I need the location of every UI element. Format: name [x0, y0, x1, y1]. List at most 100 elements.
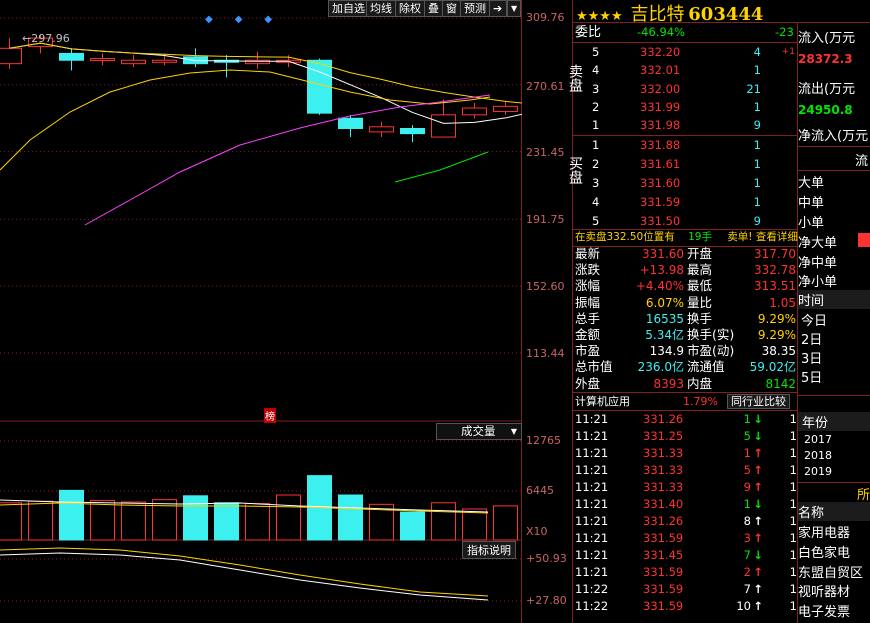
- concept-item[interactable]: 视听器材: [798, 585, 851, 601]
- tick-row[interactable]: 11:21 331.33 1 ↑ 1: [575, 445, 797, 462]
- ask-row[interactable]: 1 331.98 9: [592, 117, 797, 134]
- price-tick: 231.45: [526, 146, 565, 159]
- price-tick: 309.76: [526, 11, 565, 24]
- arrow-up-icon: ↑: [753, 565, 763, 579]
- volume-bar[interactable]: [152, 499, 177, 541]
- quote-value: 331.60: [642, 247, 684, 261]
- tick-row[interactable]: 11:21 331.33 5 ↑ 1: [575, 462, 797, 479]
- volume-bar[interactable]: [276, 494, 301, 541]
- tick-row[interactable]: 11:21 331.59 2 ↑ 1: [575, 564, 797, 581]
- volume-bar[interactable]: [90, 499, 115, 541]
- kline-chart[interactable]: [0, 0, 522, 623]
- tick-row[interactable]: 11:21 331.45 7 ↓ 1: [575, 547, 797, 564]
- order-size-label: 中单: [798, 196, 825, 211]
- industry-name[interactable]: 计算机应用: [575, 395, 630, 408]
- ask-row[interactable]: 2 331.99 1: [592, 99, 797, 116]
- tick-row[interactable]: 11:21 331.26 8 ↑ 1: [575, 513, 797, 530]
- tick-time: 11:21: [575, 412, 609, 426]
- ma60-line: [84, 94, 491, 226]
- period-item[interactable]: 3日: [801, 352, 823, 367]
- volume-bar[interactable]: [400, 511, 425, 541]
- bid-row[interactable]: 1 331.88 1: [592, 137, 797, 154]
- forecast-button[interactable]: 预测: [460, 0, 490, 17]
- tick-row[interactable]: 11:21 331.26 1 ↓ 1: [575, 411, 797, 428]
- candle-body[interactable]: [493, 105, 518, 112]
- price-tick: 113.44: [526, 347, 565, 360]
- tick-volume: 5: [743, 429, 751, 443]
- candle-body[interactable]: [0, 47, 22, 65]
- concept-item[interactable]: 白色家电: [798, 545, 851, 561]
- order-size-label: 小单: [798, 216, 825, 231]
- candle-body[interactable]: [400, 128, 425, 135]
- candle-body[interactable]: [369, 126, 394, 133]
- concept-item[interactable]: 东盟自贸区: [798, 565, 864, 581]
- arrow-down-icon: ↓: [753, 412, 763, 426]
- volume-bar[interactable]: [59, 489, 84, 541]
- volume-bar[interactable]: [0, 502, 22, 541]
- tick-volume: 2: [743, 565, 751, 579]
- volume-bar[interactable]: [431, 502, 456, 541]
- tick-price: 331.59: [643, 582, 684, 596]
- volume-bar[interactable]: [493, 505, 518, 541]
- bid-row[interactable]: 2 331.61 1: [592, 156, 797, 173]
- sell-label: 卖盘: [567, 64, 583, 92]
- volume-bar[interactable]: [121, 501, 146, 541]
- outflow-value: 24950.8: [798, 103, 853, 117]
- ask-row[interactable]: 4 332.01 1: [592, 62, 797, 79]
- tick-row[interactable]: 11:22 331.59 10 ↑ 1: [575, 598, 797, 615]
- ma-button[interactable]: 均线: [366, 0, 396, 17]
- price-tick: 191.75: [526, 213, 565, 226]
- add-watchlist-button[interactable]: 加自选: [328, 0, 369, 17]
- tick-row[interactable]: 11:22 331.59 7 ↑ 1: [575, 581, 797, 598]
- period-item[interactable]: 2日: [801, 333, 823, 348]
- tick-row[interactable]: 11:21 331.25 5 ↓ 1: [575, 428, 797, 445]
- candle-body[interactable]: [431, 114, 456, 138]
- tick-row[interactable]: 11:21 331.33 9 ↑ 1: [575, 479, 797, 496]
- quote-label: 流通值: [687, 359, 725, 375]
- arrow-down-icon: ↓: [753, 429, 763, 443]
- bid-row[interactable]: 4 331.59 1: [592, 194, 797, 211]
- bid-row[interactable]: 5 331.50 9: [592, 213, 797, 230]
- pin-icon[interactable]: ➔: [489, 0, 507, 17]
- inflow-label: 流入(万元: [798, 31, 856, 46]
- concept-item[interactable]: 家用电器: [798, 526, 851, 541]
- ask-price: 332.00: [640, 81, 681, 96]
- overlay-button[interactable]: 叠: [424, 0, 443, 17]
- ask-volume: 4: [753, 45, 761, 59]
- volume-bar[interactable]: [462, 508, 487, 541]
- ask-row[interactable]: 5 332.20 4 +1: [592, 44, 797, 61]
- quote-value: 38.35: [761, 344, 796, 359]
- volume-bar[interactable]: [214, 502, 239, 541]
- big-order-notice[interactable]: 在卖盘332.50位置有 19手 卖单! 查看详细: [575, 231, 798, 243]
- volume-bar[interactable]: [28, 500, 53, 541]
- industry-compare-button[interactable]: 同行业比较: [727, 394, 790, 409]
- candle-body[interactable]: [90, 58, 115, 62]
- dropdown-icon[interactable]: ▼: [507, 0, 521, 17]
- quote-label: 换手: [687, 310, 713, 326]
- candle-body[interactable]: [338, 117, 363, 130]
- tick-row[interactable]: 11:21 331.40 1 ↓ 1: [575, 496, 797, 513]
- candle-body[interactable]: [28, 37, 53, 48]
- rank-badge[interactable]: 榜: [264, 408, 276, 423]
- ask-row[interactable]: 3 332.00 21: [592, 81, 797, 98]
- candle-body[interactable]: [152, 59, 177, 63]
- stock-code: 603444: [688, 4, 764, 25]
- volume-bar[interactable]: [338, 494, 363, 541]
- candle-body[interactable]: [59, 52, 84, 61]
- tick-price: 331.26: [643, 514, 684, 528]
- candle-body[interactable]: [121, 59, 146, 65]
- exright-button[interactable]: 除权: [395, 0, 425, 17]
- volume-bar[interactable]: [183, 495, 208, 541]
- window-button[interactable]: 窗: [442, 0, 461, 17]
- indicator-help-button[interactable]: 指标说明: [462, 541, 516, 559]
- candle-body[interactable]: [245, 59, 270, 65]
- volume-bar[interactable]: [245, 503, 270, 541]
- concept-item[interactable]: 电子发票: [798, 605, 851, 621]
- volume-selector[interactable]: 成交量 ▼: [436, 423, 522, 440]
- candle-body[interactable]: [462, 107, 487, 116]
- period-item[interactable]: 今日: [801, 314, 828, 329]
- period-item[interactable]: 5日: [801, 371, 823, 386]
- tick-row[interactable]: 11:21 331.59 3 ↑ 1: [575, 530, 797, 547]
- bid-row[interactable]: 3 331.60 1: [592, 175, 797, 192]
- tick-volume: 3: [743, 531, 751, 545]
